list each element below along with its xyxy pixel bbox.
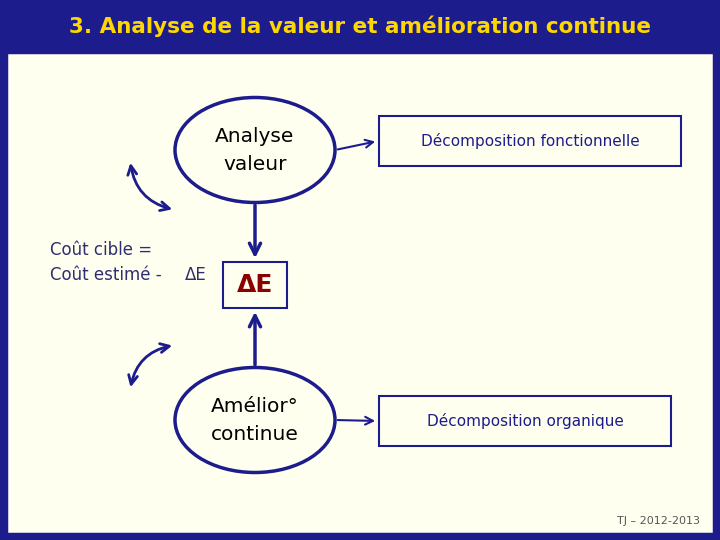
Bar — [0, 0, 720, 52]
Text: ΔE: ΔE — [185, 266, 207, 284]
Text: Coût cible =: Coût cible = — [50, 241, 152, 259]
Text: Décomposition organique: Décomposition organique — [426, 413, 624, 429]
Ellipse shape — [175, 368, 335, 472]
Text: Décomposition fonctionnelle: Décomposition fonctionnelle — [420, 133, 639, 149]
Text: Amélior°: Amélior° — [211, 396, 299, 415]
Bar — [6, 52, 714, 534]
Text: Analyse: Analyse — [215, 126, 294, 145]
Text: 3. Analyse de la valeur et amélioration continue: 3. Analyse de la valeur et amélioration … — [69, 15, 651, 37]
FancyBboxPatch shape — [223, 262, 287, 308]
Text: TJ – 2012-2013: TJ – 2012-2013 — [617, 516, 700, 526]
Text: ΔE: ΔE — [237, 273, 273, 297]
FancyBboxPatch shape — [379, 396, 671, 446]
Text: valeur: valeur — [223, 154, 287, 173]
Text: continue: continue — [211, 424, 299, 443]
Text: Coût estimé -: Coût estimé - — [50, 266, 161, 284]
FancyBboxPatch shape — [379, 116, 681, 166]
Ellipse shape — [175, 98, 335, 202]
